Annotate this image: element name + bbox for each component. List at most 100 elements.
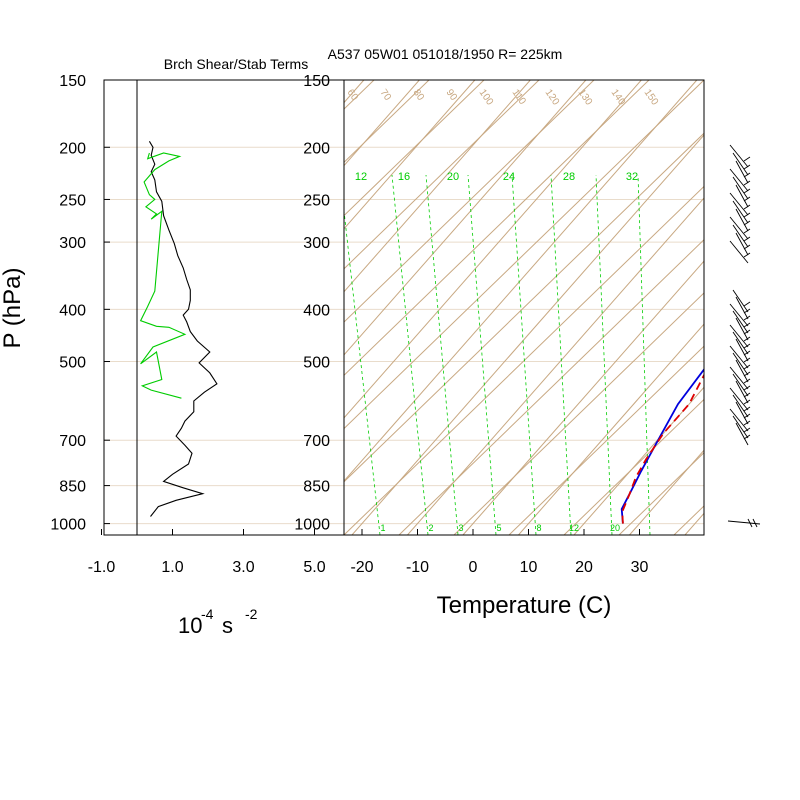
wind-barb-flag (743, 413, 751, 419)
mixing-ratio-label: 20 (610, 523, 620, 533)
y-tick-label: 500 (59, 355, 86, 372)
wind-barb (735, 380, 749, 404)
wind-barb (732, 224, 749, 248)
x-tick-label: 20 (575, 559, 593, 576)
isotherm-line (407, 197, 704, 535)
wind-barb-flag (743, 220, 751, 226)
wind-barb-flag (743, 371, 751, 377)
right-panel-title: A537 05W01 051018/1950 R= 225km (328, 46, 563, 62)
isotherm-line (573, 386, 704, 535)
dry-adiabat-line (344, 80, 704, 430)
wind-barbs (727, 144, 761, 528)
mixing-ratio-label: 12 (355, 171, 367, 183)
isotherm-line (518, 323, 704, 535)
x-tick-label: -1.0 (88, 559, 116, 576)
x-tick-label: -10 (406, 559, 429, 576)
isotherm-line (684, 512, 704, 535)
y-tick-label: 300 (303, 235, 330, 252)
x-tick-label: 0 (469, 559, 478, 576)
y-tick-label: 1000 (50, 517, 86, 534)
wind-barb-flag (743, 236, 751, 242)
isotherm-label: 100 (477, 87, 496, 107)
mixing-ratio-line (467, 174, 497, 535)
wind-barb-flag (743, 252, 751, 258)
dry-adiabat-line (0, 80, 319, 535)
wind-barb (735, 296, 749, 320)
isotherm-line (629, 449, 704, 535)
dry-adiabat-line (344, 80, 540, 270)
mixing-ratio-label: 8 (536, 523, 541, 533)
mixing-ratio-line (425, 174, 459, 535)
mixing-ratio-line (595, 174, 613, 535)
dry-adiabat-line (453, 292, 704, 535)
isotherm-line (344, 80, 642, 419)
dry-adiabat-line (344, 80, 595, 323)
wind-barb-flag (743, 343, 751, 349)
wind-barb (732, 310, 749, 334)
wind-barb (732, 394, 749, 418)
isotherm-label: 120 (543, 87, 562, 107)
dry-adiabat-line (563, 398, 704, 535)
dry-adiabat-lines (0, 80, 800, 535)
wind-barb-flag (743, 357, 751, 363)
right-x-tick-labels: -20 -10 0 10 20 30 (350, 529, 649, 576)
isotherm-label: 70 (378, 87, 394, 103)
dry-adiabat-line (618, 452, 704, 535)
wind-barb-flag (743, 427, 751, 433)
wind-barb (729, 168, 749, 192)
dry-adiabat-line (344, 80, 650, 376)
wind-barb (732, 152, 749, 176)
wind-barb (735, 422, 749, 446)
wind-barb-flag (743, 212, 751, 218)
wind-barb-flag (747, 518, 753, 528)
right-y-tick-labels: 150 200 250 300 400 500 700 850 1000 (294, 73, 330, 534)
mixing-ratio-label: 2 (428, 523, 433, 533)
isotherm-label: 80 (411, 87, 427, 103)
y-tick-label: 200 (303, 140, 330, 157)
mixing-ratio-line (391, 174, 429, 535)
mixing-ratio-label: 12 (569, 523, 579, 533)
shear-stab-line (148, 141, 218, 517)
right-x-axis-label: Temperature (C) (437, 592, 612, 619)
wind-barb-flag (743, 378, 751, 384)
x-tick-label: 10 (520, 559, 538, 576)
mixing-ratio-lines (344, 174, 651, 535)
wind-barb (729, 240, 749, 264)
left-x-axis-label: 10 -4 s -2 (178, 606, 258, 638)
left-x-label-exp1: -4 (201, 606, 214, 622)
x-tick-label: 3.0 (232, 559, 254, 576)
dry-adiabat-line (344, 80, 430, 163)
y-tick-label: 150 (59, 73, 86, 90)
y-tick-label: 250 (59, 192, 86, 209)
y-tick-label: 700 (303, 433, 330, 450)
wind-barb-flag (743, 180, 751, 186)
left-y-tick-labels: 150 200 250 300 400 500 700 850 1000 (50, 73, 110, 534)
y-axis-label: P (hPa) (0, 268, 26, 349)
wind-barb-flag (743, 188, 751, 194)
wind-barb-flag (752, 518, 758, 528)
wind-barb-flag (743, 244, 751, 250)
wind-barb (729, 144, 749, 168)
wind-barb-flag (743, 315, 751, 321)
mixing-ratio-labels: 12 16 20 24 28 321 2 3 5 8 12 20 (355, 171, 638, 533)
mixing-ratio-label: 32 (626, 171, 638, 183)
dry-adiabat-line (729, 80, 800, 535)
wind-barb (732, 415, 749, 439)
wind-barb-flag (743, 420, 751, 426)
dry-adiabat-line (344, 185, 704, 535)
wind-barb (732, 331, 749, 355)
wind-barb (735, 338, 749, 362)
isotherm-label: 130 (576, 87, 595, 107)
dry-adiabat-line (508, 345, 704, 535)
red-dashed-profile-line (621, 373, 704, 524)
left-x-tick-labels: -1.0 1.0 3.0 5.0 (88, 529, 326, 576)
isotherm-line (0, 80, 308, 535)
wind-barb (732, 176, 749, 200)
wind-barb (735, 359, 749, 383)
wind-barb-flag (743, 336, 751, 342)
left-x-label-base: 10 (178, 613, 202, 638)
wind-barb-flag (743, 406, 751, 412)
wind-barb (732, 289, 749, 313)
left-x-label-exp2: -2 (245, 606, 258, 622)
wind-barb (735, 401, 749, 425)
